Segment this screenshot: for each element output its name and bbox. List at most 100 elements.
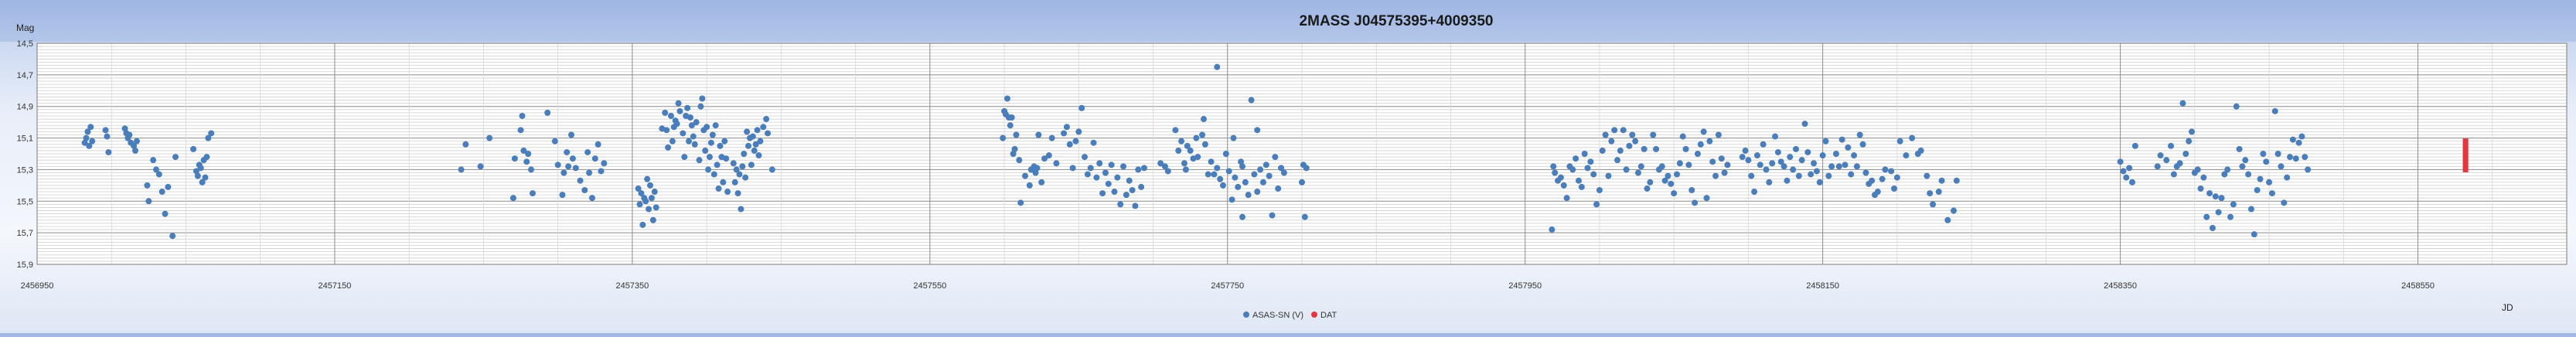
asassn-point: [749, 133, 756, 140]
asassn-point: [2257, 175, 2264, 182]
asassn-point: [569, 155, 576, 162]
asassn-point: [744, 128, 751, 135]
asassn-point: [1266, 172, 1273, 179]
asassn-point: [1838, 136, 1845, 143]
dat-point: [2462, 166, 2469, 172]
asassn-point: [1917, 147, 1924, 154]
asassn-point: [2271, 107, 2278, 114]
asassn-point: [1874, 189, 1881, 196]
asassn-point: [1199, 131, 1206, 138]
dat-point: [2462, 163, 2469, 169]
asassn-point: [2203, 213, 2210, 220]
asassn-point: [208, 130, 215, 137]
asassn-point: [745, 142, 752, 149]
asassn-point: [1205, 171, 1211, 178]
asassn-point: [1239, 213, 1246, 220]
asassn-point: [2215, 209, 2222, 216]
asassn-point: [733, 166, 740, 173]
asassn-point: [1041, 155, 1048, 162]
asassn-point: [1623, 166, 1630, 173]
asassn-point: [2186, 138, 2193, 145]
asassn-point: [742, 174, 749, 181]
asassn-point: [739, 163, 746, 170]
dat-point: [2462, 145, 2469, 151]
asassn-point: [1096, 160, 1103, 167]
asassn-point: [1688, 186, 1695, 193]
asassn-point: [1745, 157, 1752, 164]
asassn-point: [162, 210, 169, 217]
asassn-point: [1632, 138, 1639, 145]
asassn-point: [1280, 169, 1287, 176]
asassn-point: [752, 141, 759, 148]
asassn-point: [1777, 158, 1784, 165]
asassn-point: [2163, 157, 2170, 164]
asassn-point: [693, 119, 700, 126]
asassn-point: [1259, 179, 1266, 186]
asassn-point: [738, 206, 745, 213]
asassn-point: [1275, 185, 1282, 192]
asassn-point: [565, 163, 572, 170]
asassn-point: [1114, 174, 1121, 181]
asassn-point: [1581, 151, 1588, 157]
asassn-point: [1138, 183, 1145, 190]
asassn-point: [1697, 141, 1704, 148]
asassn-point: [199, 179, 206, 186]
asassn-point: [1257, 166, 1264, 173]
asassn-point: [1634, 169, 1641, 176]
asassn-point: [1674, 171, 1681, 178]
asassn-point: [768, 166, 775, 173]
asassn-point: [1787, 154, 1794, 161]
asassn-point: [1126, 177, 1133, 184]
asassn-point: [581, 186, 588, 193]
asassn-point: [1000, 134, 1007, 141]
asassn-point: [1063, 124, 1070, 131]
x-tick-label: 2458150: [1806, 281, 1839, 291]
asassn-point: [1653, 145, 1660, 152]
asassn-point: [765, 130, 772, 137]
asassn-point: [2131, 142, 2138, 149]
asassn-point: [517, 127, 524, 134]
asassn-point: [202, 174, 209, 181]
asassn-point: [1194, 154, 1201, 161]
data-points: [81, 63, 2469, 240]
asassn-point: [1938, 177, 1945, 184]
asassn-point: [1208, 158, 1215, 165]
asassn-point: [520, 147, 527, 154]
asassn-point: [639, 221, 646, 228]
asassn-point: [1721, 169, 1728, 176]
asassn-point: [1709, 158, 1716, 165]
asassn-point: [691, 141, 698, 148]
asassn-point: [2236, 145, 2243, 152]
asassn-point: [1641, 145, 1647, 152]
asassn-point: [1712, 172, 1719, 179]
asassn-point: [2188, 128, 2195, 135]
asassn-point: [1661, 177, 1668, 184]
asassn-point: [172, 154, 179, 161]
asassn-point: [1694, 151, 1701, 157]
asassn-point: [1087, 165, 1094, 172]
asassn-point: [1035, 131, 1042, 138]
asassn-point: [1010, 151, 1017, 157]
asassn-point: [1757, 162, 1763, 168]
asassn-point: [724, 189, 731, 196]
asassn-point: [1111, 189, 1118, 196]
asassn-point: [1590, 171, 1597, 178]
asassn-point: [2182, 151, 2189, 157]
dat-point: [2462, 138, 2469, 145]
asassn-point: [1692, 199, 1699, 206]
asassn-point: [1090, 139, 1097, 146]
asassn-point: [720, 179, 727, 186]
asassn-point: [2239, 163, 2246, 170]
dat-point: [2462, 157, 2469, 163]
asassn-point: [1184, 142, 1191, 149]
legend: ASAS-SN (V) DAT: [1243, 311, 1337, 320]
asassn-point: [1120, 163, 1127, 170]
asassn-point: [734, 190, 741, 197]
asassn-point: [1859, 141, 1866, 148]
asassn-point: [1200, 116, 1207, 123]
asassn-point: [1187, 147, 1194, 154]
asassn-point: [1299, 179, 1305, 186]
asassn-point: [1066, 141, 1073, 148]
asassn-point: [1774, 148, 1781, 155]
asassn-point: [1552, 169, 1559, 176]
